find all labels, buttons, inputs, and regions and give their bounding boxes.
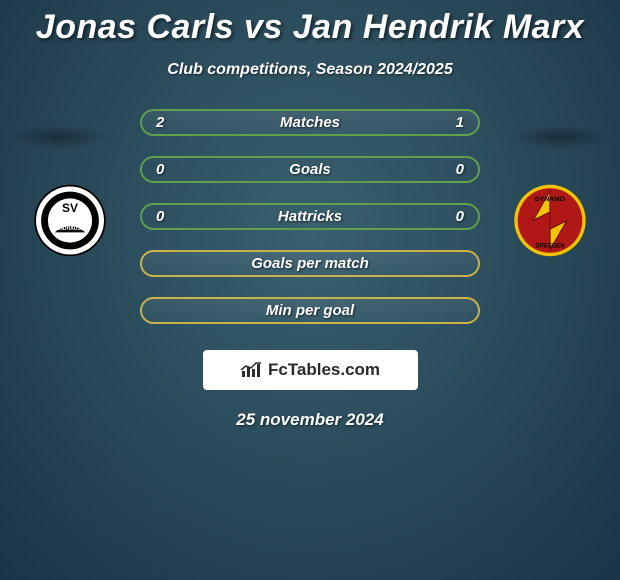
subtitle: Club competitions, Season 2024/2025 xyxy=(0,61,620,79)
shadow-right xyxy=(510,125,610,149)
stat-right-value: 0 xyxy=(456,161,464,178)
stat-row-goals-per-match: Goals per match xyxy=(140,250,480,277)
stat-row-hattricks: 0 Hattricks 0 xyxy=(140,203,480,230)
stat-left-value: 2 xyxy=(156,114,164,131)
watermark-text: FcTables.com xyxy=(268,360,380,380)
stat-row-min-per-goal: Min per goal xyxy=(140,297,480,324)
stat-label: Matches xyxy=(280,114,340,131)
stat-right-value: 1 xyxy=(456,114,464,131)
club-badge-right: DYNAMO DRESDEN xyxy=(500,178,600,263)
club-badge-left: SV SANDHAUSEN 1916 xyxy=(20,178,120,263)
stat-label: Goals xyxy=(289,161,331,178)
stat-label: Min per goal xyxy=(266,302,354,319)
stat-row-goals: 0 Goals 0 xyxy=(140,156,480,183)
stat-left-value: 0 xyxy=(156,208,164,225)
stat-right-value: 0 xyxy=(456,208,464,225)
page-title: Jonas Carls vs Jan Hendrik Marx xyxy=(0,0,620,47)
svg-text:DYNAMO: DYNAMO xyxy=(535,196,565,203)
bar-chart-icon xyxy=(240,361,262,379)
svg-text:1916: 1916 xyxy=(64,234,75,240)
stat-label: Goals per match xyxy=(251,255,369,272)
svg-text:DRESDEN: DRESDEN xyxy=(535,244,564,250)
shadow-left xyxy=(10,125,110,149)
stat-row-matches: 2 Matches 1 xyxy=(140,109,480,136)
svg-text:SANDHAUSEN: SANDHAUSEN xyxy=(52,226,88,232)
stat-left-value: 0 xyxy=(156,161,164,178)
date-line: 25 november 2024 xyxy=(0,410,620,430)
svg-text:SV: SV xyxy=(62,201,78,215)
stat-label: Hattricks xyxy=(278,208,342,225)
watermark: FcTables.com xyxy=(203,350,418,390)
